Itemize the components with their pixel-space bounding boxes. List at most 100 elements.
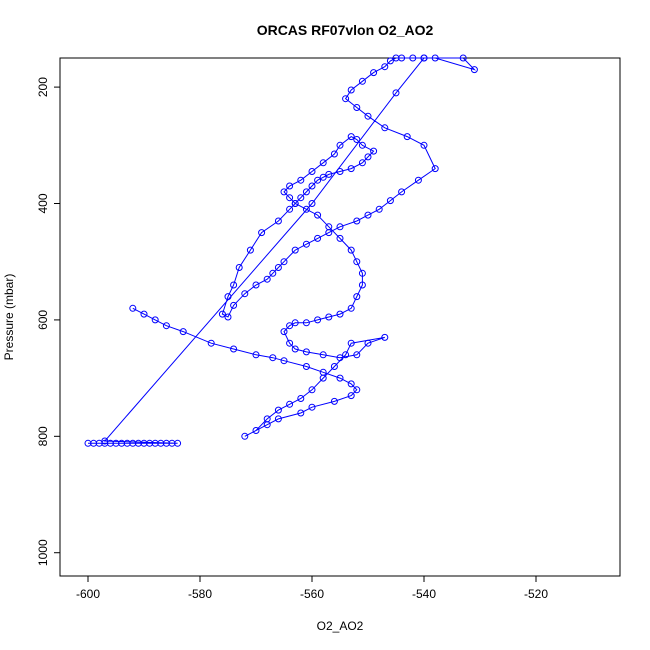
data-point (319, 173, 327, 181)
data-point (358, 77, 366, 85)
data-point (330, 150, 338, 158)
data-point (263, 275, 271, 283)
y-tick-label: 200 (36, 77, 50, 97)
data-point (364, 153, 372, 161)
data-point (336, 168, 344, 175)
data-point (129, 304, 137, 312)
data-point (291, 246, 299, 254)
data-point (319, 351, 327, 359)
data-point (420, 54, 428, 62)
data-point (353, 258, 361, 266)
data-point (314, 211, 322, 219)
data-point (274, 264, 282, 271)
y-tick-label: 600 (36, 310, 50, 330)
x-tick-label: -600 (76, 587, 100, 601)
data-point (353, 217, 361, 225)
data-point (280, 357, 288, 365)
data-point (353, 293, 361, 301)
y-tick-label: 800 (36, 426, 50, 446)
data-point (347, 246, 355, 254)
data-point (314, 234, 322, 242)
y-tick-label: 1000 (36, 539, 50, 566)
data-point (370, 69, 378, 77)
data-point (347, 339, 355, 347)
data-point (347, 165, 355, 173)
data-point (358, 141, 366, 149)
y-axis: 200 400 600 800 1000 (36, 77, 60, 566)
data-point (308, 200, 316, 207)
data-point (230, 281, 238, 289)
data-point (336, 374, 344, 382)
data-point (297, 194, 305, 202)
data-point (174, 439, 182, 447)
data-point (386, 57, 394, 65)
data-point (274, 217, 282, 225)
data-point (353, 136, 361, 143)
data-point (291, 200, 299, 207)
series-layer (84, 54, 478, 447)
data-point (224, 293, 232, 301)
data-point (398, 188, 406, 196)
data-point (392, 89, 400, 97)
data-point (286, 322, 294, 330)
data-point (140, 310, 148, 318)
data-point (286, 182, 294, 190)
data-point (302, 319, 310, 327)
data-point (286, 194, 294, 202)
data-point (207, 339, 215, 347)
data-point (431, 165, 439, 173)
data-point (246, 246, 254, 254)
data-point (263, 421, 271, 429)
data-point (325, 223, 333, 231)
data-point (179, 328, 187, 336)
data-point (302, 348, 310, 356)
plot-frame (59, 57, 621, 577)
data-point (252, 281, 260, 289)
data-point (308, 386, 316, 394)
data-point (325, 170, 333, 178)
data-point (302, 363, 310, 370)
data-point (230, 345, 238, 353)
data-point (308, 182, 316, 190)
data-point (235, 264, 243, 271)
data-point (162, 322, 170, 330)
data-point (258, 229, 266, 237)
data-point (302, 240, 310, 248)
data-point (308, 168, 316, 175)
data-point (274, 415, 282, 423)
data-point (291, 319, 299, 327)
data-point (319, 159, 327, 167)
y-tick-label: 400 (36, 193, 50, 213)
data-point (386, 197, 394, 205)
data-point (409, 54, 417, 62)
series-line (88, 57, 477, 444)
x-axis: -600 -580 -560 -540 -520 (76, 576, 548, 601)
data-point (381, 333, 389, 341)
data-point (364, 339, 372, 347)
data-point (336, 141, 344, 149)
data-point (297, 409, 305, 417)
data-point (308, 403, 316, 411)
data-point (274, 406, 282, 414)
data-point (470, 66, 478, 74)
data-point (291, 345, 299, 353)
data-point (353, 386, 361, 394)
data-point (342, 95, 350, 103)
data-point (218, 310, 226, 318)
data-point (319, 368, 327, 376)
x-tick-label: -520 (524, 587, 548, 601)
data-point (325, 313, 333, 321)
data-point (252, 351, 260, 359)
data-point (314, 316, 322, 324)
data-point (302, 205, 310, 213)
data-point (431, 54, 439, 62)
data-point (358, 159, 366, 167)
data-point (286, 205, 294, 213)
data-point (302, 188, 310, 196)
data-point (358, 281, 366, 289)
data-point (364, 112, 372, 120)
data-point (459, 54, 467, 62)
data-point (347, 304, 355, 312)
x-tick-label: -540 (412, 587, 436, 601)
data-point (151, 316, 159, 324)
